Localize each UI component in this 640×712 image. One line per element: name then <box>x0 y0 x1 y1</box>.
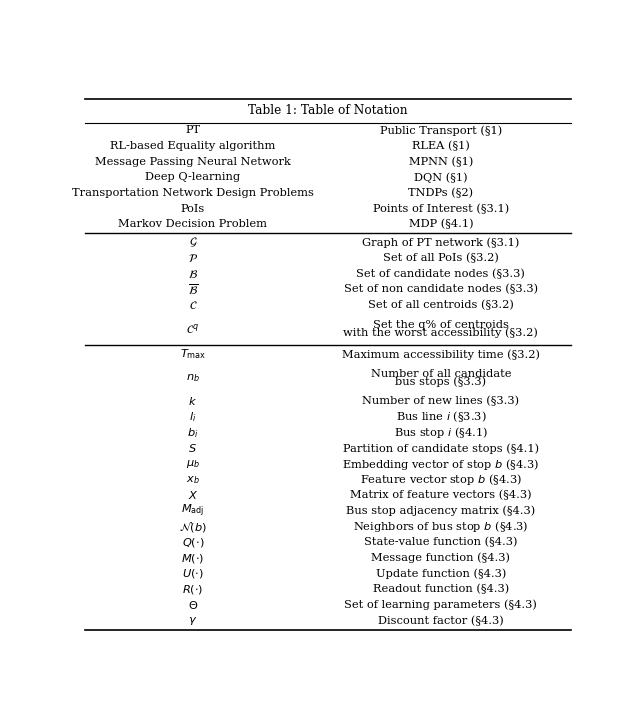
Text: $X$: $X$ <box>188 489 198 501</box>
Text: $b_i$: $b_i$ <box>187 426 198 440</box>
Text: TNDPs (§2): TNDPs (§2) <box>408 188 474 199</box>
Text: Table 1: Table of Notation: Table 1: Table of Notation <box>248 105 408 117</box>
Text: $\gamma$: $\gamma$ <box>188 614 198 627</box>
Text: Set of non candidate nodes (§3.3): Set of non candidate nodes (§3.3) <box>344 284 538 295</box>
Text: State-value function (§4.3): State-value function (§4.3) <box>364 538 518 548</box>
Text: MPNN (§1): MPNN (§1) <box>409 157 473 167</box>
Text: bus stops (§3.3): bus stops (§3.3) <box>396 377 486 387</box>
Text: Bus stop adjacency matrix (§4.3): Bus stop adjacency matrix (§4.3) <box>346 506 536 516</box>
Text: $T_{\mathrm{max}}$: $T_{\mathrm{max}}$ <box>180 347 206 362</box>
Text: Discount factor (§4.3): Discount factor (§4.3) <box>378 616 504 626</box>
Text: Set of learning parameters (§4.3): Set of learning parameters (§4.3) <box>344 600 537 610</box>
Text: $n_b$: $n_b$ <box>186 372 200 384</box>
Text: $\mathcal{B}$: $\mathcal{B}$ <box>188 268 198 280</box>
Text: $R(\cdot)$: $R(\cdot)$ <box>182 583 204 596</box>
Text: $M(\cdot)$: $M(\cdot)$ <box>181 552 205 565</box>
Text: $l_i$: $l_i$ <box>189 410 196 424</box>
Text: Embedding vector of stop $b$ (§4.3): Embedding vector of stop $b$ (§4.3) <box>342 456 540 471</box>
Text: Number of new lines (§3.3): Number of new lines (§3.3) <box>362 397 520 407</box>
Text: $\mathcal{G}$: $\mathcal{G}$ <box>189 236 197 249</box>
Text: MDP (§4.1): MDP (§4.1) <box>408 219 473 230</box>
Text: Graph of PT network (§3.1): Graph of PT network (§3.1) <box>362 237 520 248</box>
Text: RL-based Equality algorithm: RL-based Equality algorithm <box>110 141 276 151</box>
Text: Message Passing Neural Network: Message Passing Neural Network <box>95 157 291 167</box>
Text: $\mathcal{C}$: $\mathcal{C}$ <box>189 299 197 311</box>
Text: Partition of candidate stops (§4.1): Partition of candidate stops (§4.1) <box>343 443 539 454</box>
Text: Transportation Network Design Problems: Transportation Network Design Problems <box>72 188 314 198</box>
Text: $\mathcal{C}^q$: $\mathcal{C}^q$ <box>186 322 200 335</box>
Text: DQN (§1): DQN (§1) <box>414 172 468 183</box>
Text: $M_{\mathrm{adj}}$: $M_{\mathrm{adj}}$ <box>181 503 204 519</box>
Text: Public Transport (§1): Public Transport (§1) <box>380 125 502 136</box>
Text: RLEA (§1): RLEA (§1) <box>412 141 470 152</box>
Text: with the worst accessibility (§3.2): with the worst accessibility (§3.2) <box>344 328 538 337</box>
Text: Bus stop $i$ (§4.1): Bus stop $i$ (§4.1) <box>394 425 488 440</box>
Text: Readout function (§4.3): Readout function (§4.3) <box>372 585 509 595</box>
Text: Markov Decision Problem: Markov Decision Problem <box>118 219 268 229</box>
Text: $\mu_b$: $\mu_b$ <box>186 458 200 470</box>
Text: $\Theta$: $\Theta$ <box>188 599 198 611</box>
Text: Matrix of feature vectors (§4.3): Matrix of feature vectors (§4.3) <box>350 491 532 501</box>
Text: Set the q% of centroids: Set the q% of centroids <box>373 320 509 330</box>
Text: $\overline{\mathcal{B}}$: $\overline{\mathcal{B}}$ <box>188 282 198 297</box>
Text: $\mathcal{N}(b)$: $\mathcal{N}(b)$ <box>179 520 207 534</box>
Text: Feature vector stop $b$ (§4.3): Feature vector stop $b$ (§4.3) <box>360 472 522 487</box>
Text: $x_b$: $x_b$ <box>186 474 200 486</box>
Text: Set of all PoIs (§3.2): Set of all PoIs (§3.2) <box>383 253 499 263</box>
Text: $\mathcal{P}$: $\mathcal{P}$ <box>188 252 198 264</box>
Text: Points of Interest (§3.1): Points of Interest (§3.1) <box>372 204 509 214</box>
Text: Set of all centroids (§3.2): Set of all centroids (§3.2) <box>368 300 514 310</box>
Text: Deep Q-learning: Deep Q-learning <box>145 172 241 182</box>
Text: $U(\cdot)$: $U(\cdot)$ <box>182 567 204 580</box>
Text: Number of all candidate: Number of all candidate <box>371 369 511 379</box>
Text: $Q(\cdot)$: $Q(\cdot)$ <box>182 536 204 549</box>
Text: Neighbors of bus stop $b$ (§4.3): Neighbors of bus stop $b$ (§4.3) <box>353 519 529 534</box>
Text: PoIs: PoIs <box>180 204 205 214</box>
Text: Maximum accessibility time (§3.2): Maximum accessibility time (§3.2) <box>342 349 540 360</box>
Text: Set of candidate nodes (§3.3): Set of candidate nodes (§3.3) <box>356 268 525 279</box>
Text: $k$: $k$ <box>188 395 197 407</box>
Text: PT: PT <box>185 125 200 135</box>
Text: Update function (§4.3): Update function (§4.3) <box>376 568 506 579</box>
Text: Message function (§4.3): Message function (§4.3) <box>371 553 510 563</box>
Text: Bus line $i$ (§3.3): Bus line $i$ (§3.3) <box>396 410 486 424</box>
Text: $S$: $S$ <box>188 442 197 454</box>
